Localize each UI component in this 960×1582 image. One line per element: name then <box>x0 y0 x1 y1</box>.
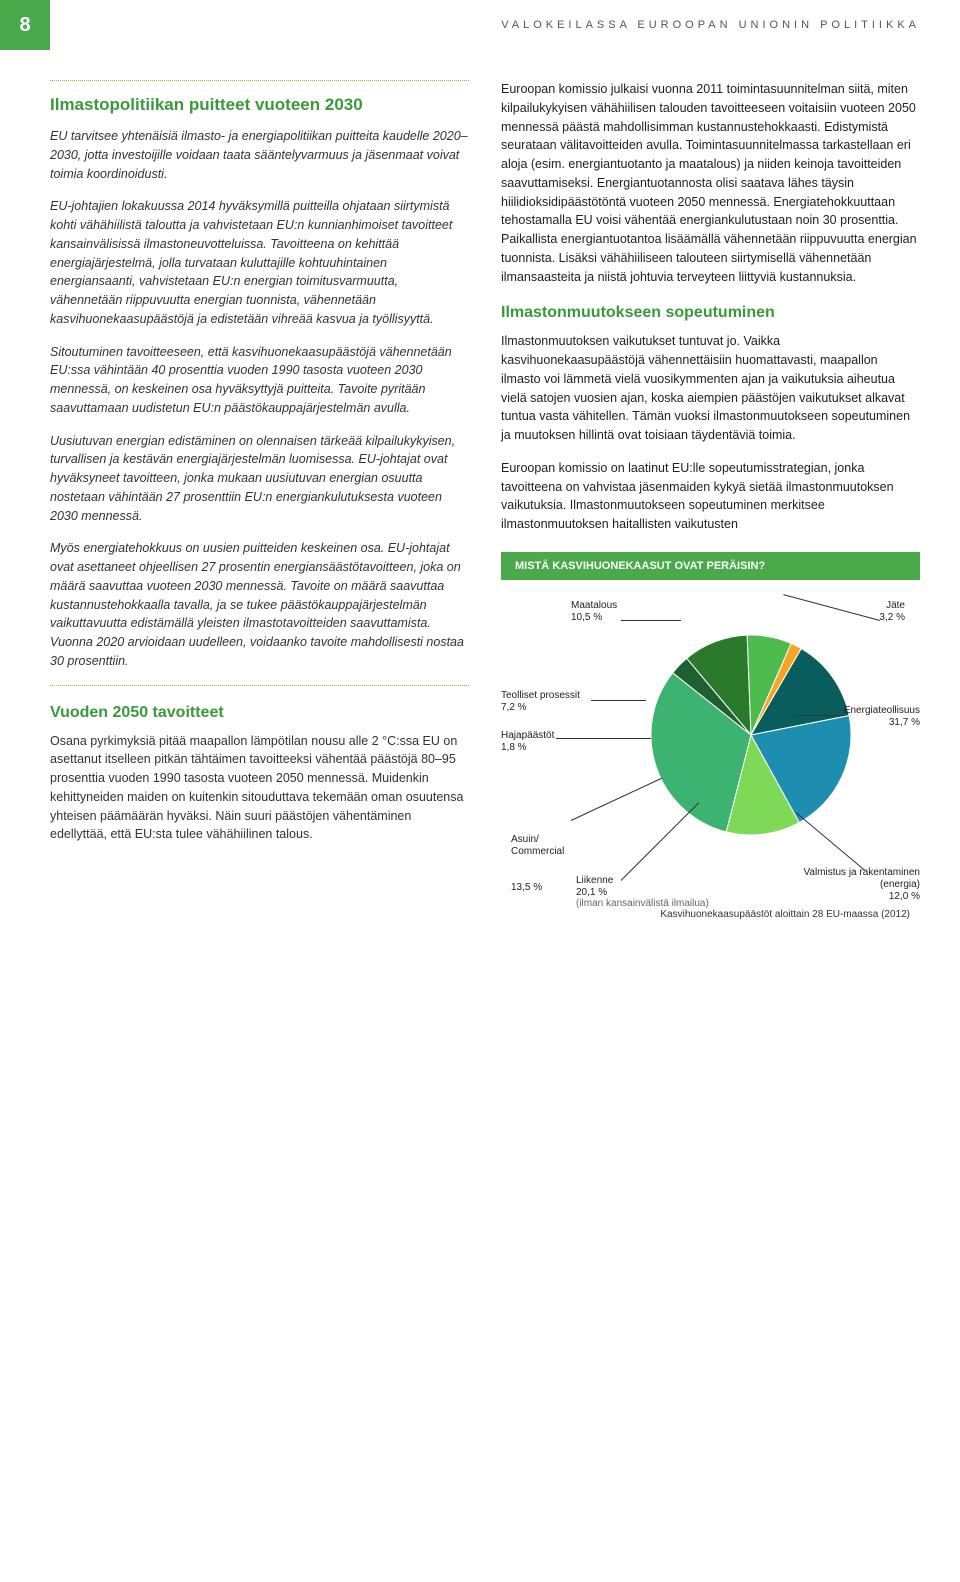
left-p4: Uusiutuvan energian edistäminen on olenn… <box>50 432 469 526</box>
lbl-jate: Jäte 3,2 % <box>879 600 905 624</box>
lbl-hajapaastot: Hajapäästöt 1,8 % <box>501 730 554 754</box>
divider <box>50 80 469 81</box>
left-p3: Sitoutuminen tavoitteeseen, että kasvihu… <box>50 343 469 418</box>
pie-svg <box>641 625 861 845</box>
page-number: 8 <box>0 0 50 50</box>
left-p5: Myös energiatehokkuus on uusien puitteid… <box>50 539 469 670</box>
lbl-teolliset: Teolliset prosessit 7,2 % <box>501 690 580 714</box>
right-p3: Euroopan komissio on laatinut EU:lle sop… <box>501 459 920 534</box>
lbl-maatalous: Maatalous 10,5 % <box>571 600 617 624</box>
right-p2: Ilmastonmuutoksen vaikutukset tuntuvat j… <box>501 332 920 445</box>
left-p1: EU tarvitsee yhtenäisiä ilmasto- ja ener… <box>50 127 469 183</box>
lbl-liikenne: Liikenne 20,1 % <box>576 875 613 899</box>
divider <box>50 685 469 686</box>
bottom-title: Vuoden 2050 tavoitteet <box>50 704 469 722</box>
right-p1: Euroopan komissio julkaisi vuonna 2011 t… <box>501 80 920 286</box>
chart-footer: Kasvihuonekaasupäästöt aloittain 28 EU-m… <box>660 909 910 920</box>
lbl-asuin: Asuin/ Commercial 13,5 % <box>511 810 564 918</box>
bottom-p1: Osana pyrkimyksiä pitää maapallon lämpöt… <box>50 732 469 845</box>
left-p2: EU-johtajien lokakuussa 2014 hyväksymill… <box>50 197 469 328</box>
lbl-valmistus: Valmistus ja rakentaminen (energia) 12,0… <box>780 867 920 903</box>
chart-title: MISTÄ KASVIHUONEKAASUT OVAT PERÄISIN? <box>501 552 920 580</box>
lbl-energiateollisuus: Energiateollisuus 31,7 % <box>844 705 920 729</box>
pie-chart: Maatalous 10,5 % Teolliset prosessit 7,2… <box>501 580 920 920</box>
right-h2: Ilmastonmuutokseen sopeutuminen <box>501 304 920 322</box>
header-text: VALOKEILASSA EUROOPAN UNIONIN POLITIIKKA <box>50 19 960 31</box>
left-title: Ilmastopolitiikan puitteet vuoteen 2030 <box>50 95 469 115</box>
